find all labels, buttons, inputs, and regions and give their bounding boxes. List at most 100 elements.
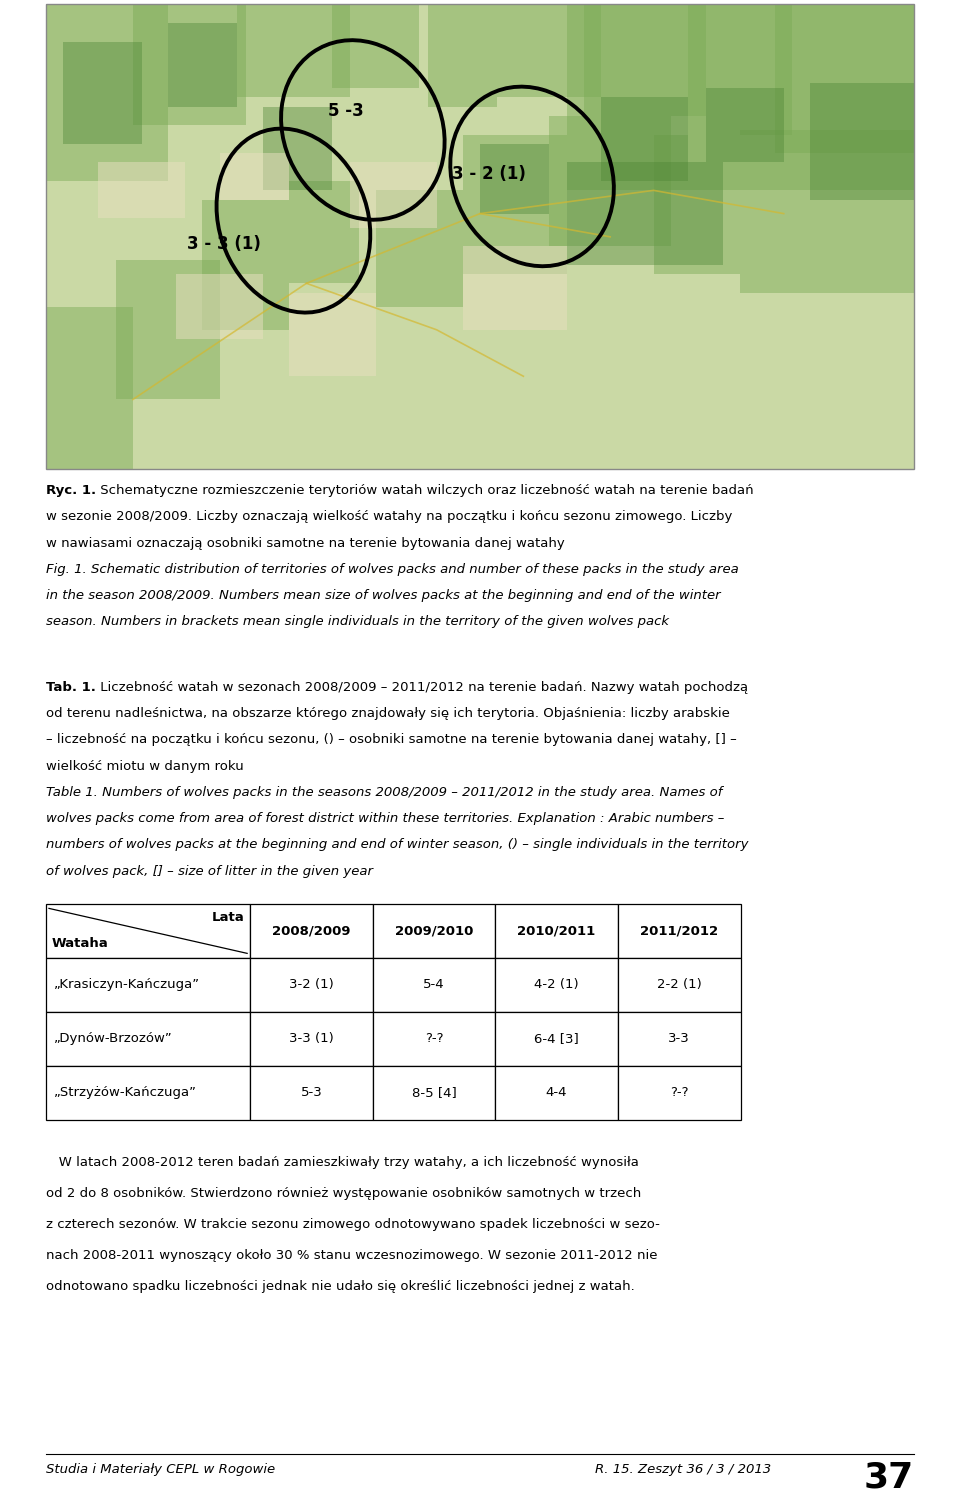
- Bar: [250, 1066, 372, 1120]
- Bar: [46, 4, 168, 181]
- Bar: [250, 904, 372, 958]
- Bar: [46, 1066, 250, 1120]
- Text: 3-2 (1): 3-2 (1): [289, 979, 334, 991]
- Bar: [98, 162, 185, 219]
- Text: 37: 37: [864, 1460, 914, 1495]
- Bar: [46, 904, 250, 958]
- Text: 2009/2010: 2009/2010: [395, 925, 473, 937]
- Bar: [584, 4, 706, 115]
- Bar: [220, 153, 289, 199]
- Bar: [372, 1066, 495, 1120]
- Text: 5-3: 5-3: [300, 1087, 323, 1099]
- Text: 2-2 (1): 2-2 (1): [657, 979, 702, 991]
- Text: Tab. 1.: Tab. 1.: [46, 681, 96, 694]
- Bar: [289, 292, 376, 376]
- Bar: [289, 181, 358, 283]
- Bar: [463, 135, 566, 274]
- Bar: [775, 4, 914, 153]
- Bar: [372, 904, 495, 958]
- Text: in the season 2008/2009. Numbers mean size of wolves packs at the beginning and : in the season 2008/2009. Numbers mean si…: [46, 589, 721, 603]
- Bar: [376, 190, 463, 307]
- Text: 2011/2012: 2011/2012: [640, 925, 718, 937]
- Bar: [688, 4, 792, 135]
- Text: „Dynów-Brzozów”: „Dynów-Brzozów”: [54, 1033, 173, 1045]
- Text: numbers of wolves packs at the beginning and end of winter season, () – single i: numbers of wolves packs at the beginning…: [46, 838, 749, 851]
- Text: 4-4: 4-4: [546, 1087, 567, 1099]
- Bar: [618, 904, 740, 958]
- Bar: [177, 274, 263, 339]
- Bar: [566, 4, 914, 190]
- Text: Ryc. 1.: Ryc. 1.: [46, 484, 96, 498]
- Bar: [46, 4, 914, 469]
- Bar: [115, 261, 220, 400]
- Bar: [332, 4, 420, 88]
- Bar: [566, 162, 723, 265]
- Bar: [237, 4, 349, 97]
- Bar: [372, 958, 495, 1012]
- Text: Lata: Lata: [211, 911, 244, 925]
- Text: 4-2 (1): 4-2 (1): [535, 979, 579, 991]
- Bar: [428, 4, 497, 106]
- Text: z czterech sezonów. W trakcie sezonu zimowego odnotowywano spadek liczebności w : z czterech sezonów. W trakcie sezonu zim…: [46, 1219, 660, 1231]
- Bar: [46, 307, 132, 469]
- Bar: [46, 958, 250, 1012]
- Text: 3-3: 3-3: [668, 1033, 690, 1045]
- Text: „Krasiczyn-Kańczuga”: „Krasiczyn-Kańczuga”: [54, 979, 200, 991]
- Text: W latach 2008-2012 teren badań zamieszkiwały trzy watahy, a ich liczebność wynos: W latach 2008-2012 teren badań zamieszki…: [46, 1156, 639, 1169]
- Bar: [480, 144, 549, 213]
- Bar: [463, 246, 566, 330]
- Text: 3 - 2 (1): 3 - 2 (1): [452, 165, 526, 183]
- Bar: [372, 1012, 495, 1066]
- Text: od 2 do 8 osobników. Stwierdzono również występowanie osobników samotnych w trze: od 2 do 8 osobników. Stwierdzono również…: [46, 1187, 641, 1201]
- Bar: [250, 958, 372, 1012]
- Bar: [740, 130, 914, 292]
- Bar: [203, 199, 289, 330]
- Bar: [349, 162, 437, 228]
- Text: w nawiasami oznaczają osobniki samotne na terenie bytowania danej watahy: w nawiasami oznaczają osobniki samotne n…: [46, 537, 564, 550]
- Text: R. 15. Zeszyt 36 / 3 / 2013: R. 15. Zeszyt 36 / 3 / 2013: [595, 1463, 771, 1477]
- Text: 5 -3: 5 -3: [327, 102, 363, 120]
- Bar: [263, 106, 332, 190]
- Text: w sezonie 2008/2009. Liczby oznaczają wielkość watahy na początku i końcu sezonu: w sezonie 2008/2009. Liczby oznaczają wi…: [46, 510, 732, 523]
- Bar: [46, 1012, 250, 1066]
- Text: „Strzyżów-Kańczuga”: „Strzyżów-Kańczuga”: [54, 1087, 197, 1099]
- Text: – liczebność na początku i końcu sezonu, () – osobniki samotne na terenie bytowa: – liczebność na początku i końcu sezonu,…: [46, 733, 737, 747]
- Bar: [618, 1012, 740, 1066]
- Text: of wolves pack, [] – size of litter in the given year: of wolves pack, [] – size of litter in t…: [46, 865, 373, 877]
- Text: ?-?: ?-?: [670, 1087, 688, 1099]
- Text: Table 1. Numbers of wolves packs in the seasons 2008/2009 – 2011/2012 in the stu: Table 1. Numbers of wolves packs in the …: [46, 785, 723, 799]
- Bar: [63, 42, 141, 144]
- Text: od terenu nadleśnictwa, na obszarze którego znajdowały się ich terytoria. Objaśn: od terenu nadleśnictwa, na obszarze któr…: [46, 708, 730, 720]
- Text: nach 2008-2011 wynoszący około 30 % stanu wczesnozimowego. W sezonie 2011-2012 n: nach 2008-2011 wynoszący około 30 % stan…: [46, 1249, 658, 1262]
- Text: season. Numbers in brackets mean single individuals in the territory of the give: season. Numbers in brackets mean single …: [46, 615, 669, 628]
- Bar: [250, 1012, 372, 1066]
- Text: wielkość miotu w danym roku: wielkość miotu w danym roku: [46, 760, 244, 772]
- Text: odnotowano spadku liczebności jednak nie udało się określić liczebności jednej z: odnotowano spadku liczebności jednak nie…: [46, 1280, 635, 1294]
- Text: 3-3 (1): 3-3 (1): [289, 1033, 334, 1045]
- Bar: [46, 4, 914, 469]
- Bar: [618, 1066, 740, 1120]
- Bar: [549, 115, 671, 246]
- Bar: [495, 904, 618, 958]
- Text: Schematyczne rozmieszczenie terytoriów watah wilczych oraz liczebność watah na t: Schematyczne rozmieszczenie terytoriów w…: [96, 484, 754, 498]
- Bar: [654, 135, 740, 274]
- Text: 5-4: 5-4: [423, 979, 444, 991]
- Text: Wataha: Wataha: [52, 937, 108, 950]
- Text: Liczebność watah w sezonach 2008/2009 – 2011/2012 na terenie badań. Nazwy watah : Liczebność watah w sezonach 2008/2009 – …: [96, 681, 748, 694]
- Text: 2010/2011: 2010/2011: [517, 925, 596, 937]
- Bar: [706, 88, 783, 162]
- Text: Studia i Materiały CEPL w Rogowie: Studia i Materiały CEPL w Rogowie: [46, 1463, 276, 1477]
- Bar: [495, 1066, 618, 1120]
- Bar: [810, 84, 914, 199]
- Text: 8-5 [4]: 8-5 [4]: [412, 1087, 456, 1099]
- Bar: [495, 1012, 618, 1066]
- Text: 3 - 3 (1): 3 - 3 (1): [187, 235, 261, 253]
- Bar: [132, 4, 246, 126]
- Bar: [497, 4, 602, 97]
- Text: wolves packs come from area of forest district within these territories. Explana: wolves packs come from area of forest di…: [46, 812, 725, 824]
- Text: ?-?: ?-?: [424, 1033, 444, 1045]
- Bar: [602, 97, 688, 181]
- Text: 6-4 [3]: 6-4 [3]: [534, 1033, 579, 1045]
- Text: 2008/2009: 2008/2009: [272, 925, 350, 937]
- Bar: [495, 958, 618, 1012]
